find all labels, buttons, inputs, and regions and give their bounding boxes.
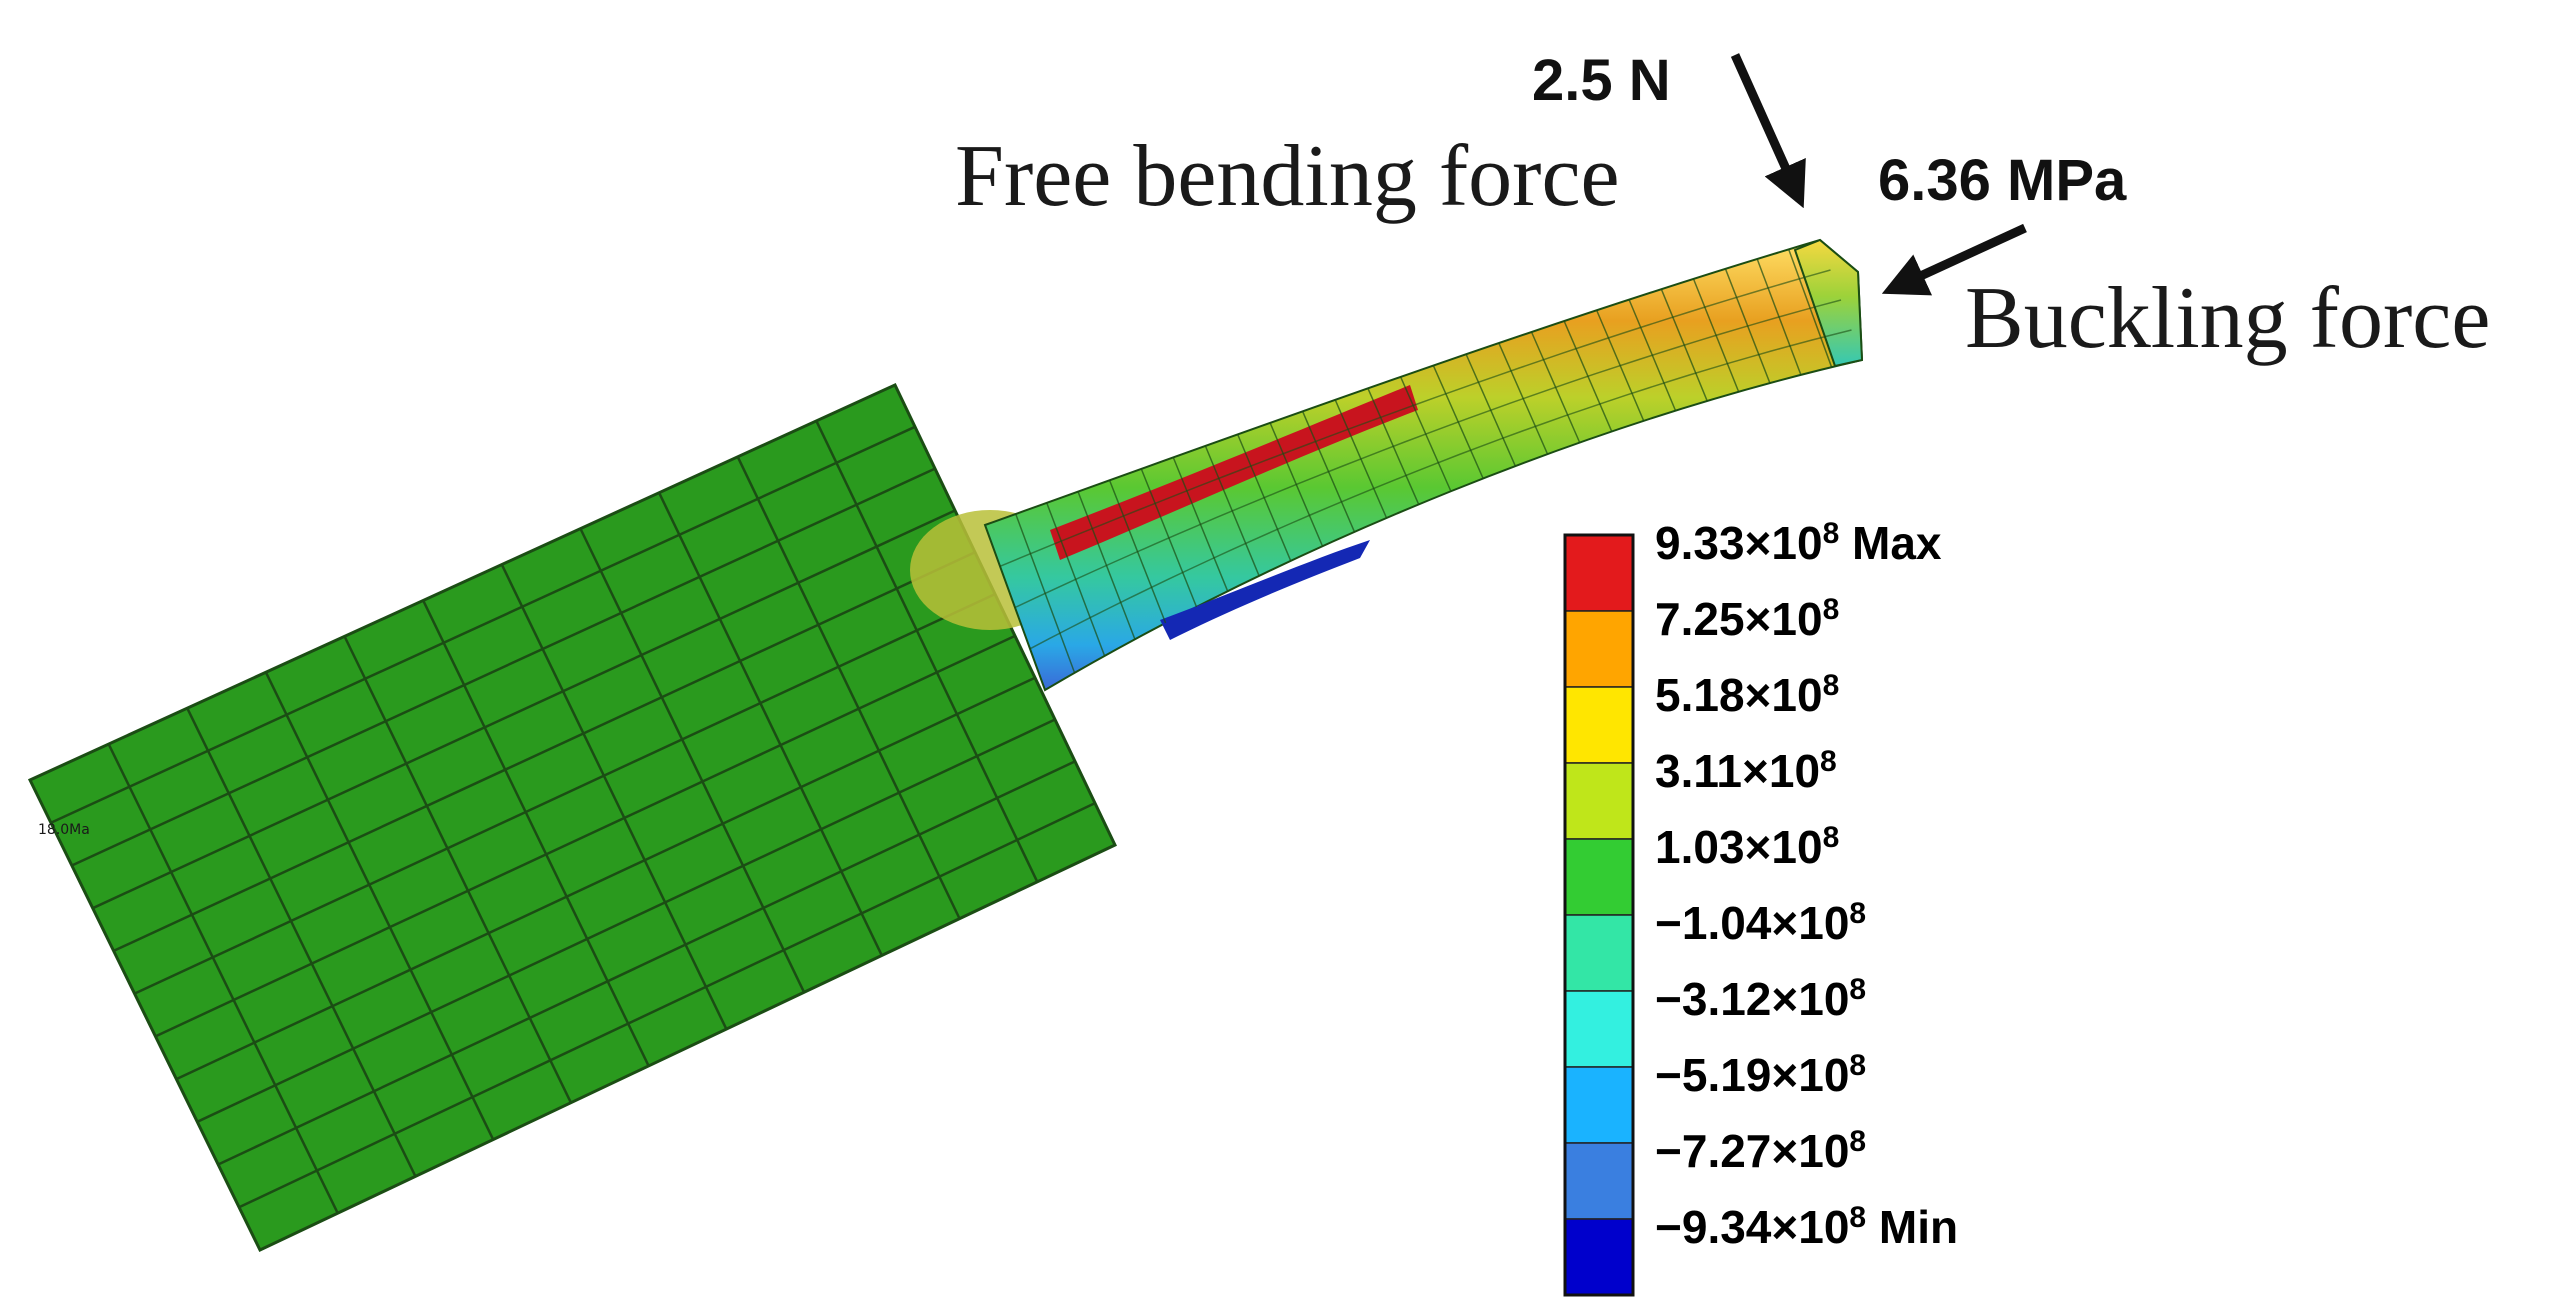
mesh-line <box>815 420 1039 883</box>
mesh-line <box>579 528 806 993</box>
legend-value: 7.25×10 <box>1655 593 1823 645</box>
buckling-force-label: Buckling force <box>1965 270 2490 367</box>
bending-force-arrow <box>1730 53 1806 209</box>
base-tiny-label: 18.0Ma <box>38 822 90 838</box>
legend-value: −5.19×10 <box>1655 1049 1849 1101</box>
buckling-force-value: 6.36 MPa <box>1878 148 2127 213</box>
mesh-line <box>154 634 1016 1038</box>
legend-exponent: 8 <box>1823 669 1840 702</box>
legend-label: 9.33×108 Max <box>1655 517 1942 569</box>
base-block-mesh <box>50 420 1096 1214</box>
mesh-line <box>238 802 1096 1209</box>
legend-exponent: 8 <box>1820 745 1837 778</box>
annotations: 2.5 N Free bending force 6.36 MPa Buckli… <box>955 48 2490 367</box>
mesh-line <box>134 592 996 995</box>
legend-label: 5.18×108 <box>1655 669 1839 721</box>
legend-label: 1.03×108 <box>1655 821 1839 873</box>
legend-label: 7.25×108 <box>1655 593 1839 645</box>
legend-suffix: Min <box>1866 1201 1958 1253</box>
legend-swatch <box>1564 838 1634 916</box>
legend-label: −3.12×108 <box>1655 973 1866 1025</box>
mesh-line <box>92 509 956 910</box>
mesh-line <box>175 676 1036 1081</box>
legend-swatch <box>1564 1142 1634 1220</box>
legend-exponent: 8 <box>1823 821 1840 854</box>
legend-exponent: 8 <box>1849 897 1866 930</box>
mesh-line <box>113 551 976 953</box>
legend-swatch <box>1564 914 1634 992</box>
legend-swatch <box>1564 990 1634 1068</box>
beam-mesh <box>999 249 1852 674</box>
mesh-line <box>264 671 495 1141</box>
legend-label: −5.19×108 <box>1655 1049 1866 1101</box>
legend-label: 3.11×108 <box>1655 745 1837 797</box>
mesh-line <box>186 707 417 1177</box>
legend-value: −7.27×10 <box>1655 1125 1849 1177</box>
mesh-line <box>1014 299 1842 609</box>
deformed-beam <box>910 238 1864 692</box>
legend-swatch <box>1564 762 1634 840</box>
bending-force-label: Free bending force <box>955 128 1620 225</box>
legend-frame <box>1563 533 1635 1297</box>
legend-exponent: 8 <box>1849 1049 1866 1082</box>
legend-label: −7.27×108 <box>1655 1125 1866 1177</box>
legend-value: −1.04×10 <box>1655 897 1849 949</box>
mesh-line <box>217 760 1076 1166</box>
legend-value: 3.11×10 <box>1655 745 1820 797</box>
mesh-line <box>343 635 573 1104</box>
legend-label: −9.34×108 Min <box>1655 1201 1958 1253</box>
mesh-line <box>107 743 339 1214</box>
mesh-line <box>999 269 1831 567</box>
legend-value: 1.03×10 <box>1655 821 1823 873</box>
mesh-line <box>71 467 936 867</box>
legend-swatch <box>1564 1066 1634 1144</box>
legend-value: 9.33×10 <box>1655 517 1823 569</box>
legend-label: −1.04×108 <box>1655 897 1866 949</box>
mesh-line <box>422 599 650 1067</box>
bending-force-value: 2.5 N <box>1532 48 1671 113</box>
legend-exponent: 8 <box>1823 517 1840 550</box>
legend-value: −9.34×10 <box>1655 1201 1849 1253</box>
mesh-line <box>500 564 728 1030</box>
legend-suffix: Max <box>1839 517 1942 569</box>
legend-swatch <box>1564 610 1634 688</box>
legend-exponent: 8 <box>1849 1125 1866 1158</box>
mesh-line <box>736 456 961 920</box>
legend-exponent: 8 <box>1849 973 1866 1006</box>
legend-swatch <box>1564 534 1634 612</box>
legend-swatch <box>1564 1218 1634 1296</box>
legend-value: 5.18×10 <box>1655 669 1823 721</box>
mesh-line <box>1029 329 1852 650</box>
legend-swatch <box>1564 686 1634 764</box>
mesh-line <box>50 425 916 824</box>
mesh-line <box>657 492 883 956</box>
legend-exponent: 8 <box>1823 593 1840 626</box>
base-block: 18.0Ma <box>27 383 1118 1252</box>
legend-value: −3.12×10 <box>1655 973 1849 1025</box>
buckling-force-arrow <box>1881 223 2027 296</box>
legend-exponent: 8 <box>1849 1201 1866 1234</box>
stress-legend: 9.33×108 Max7.25×1085.18×1083.11×1081.03… <box>1563 517 1958 1297</box>
min-stress-zone <box>1160 540 1370 640</box>
mesh-line <box>196 718 1056 1123</box>
